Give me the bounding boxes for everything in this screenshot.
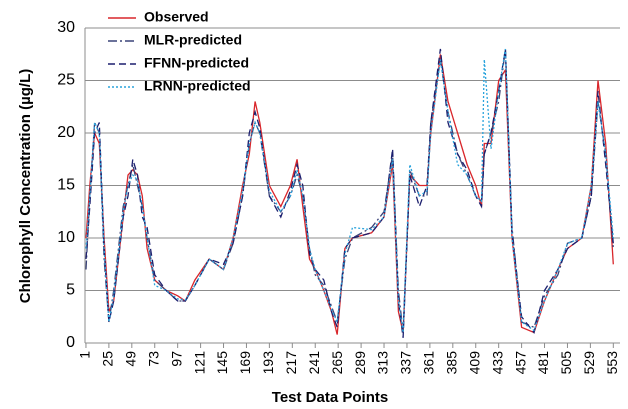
series-line: [85, 54, 614, 335]
x-axis-title: Test Data Points: [272, 389, 388, 406]
y-axis-title: Chlorophyll Concentration (µg/L): [17, 69, 34, 303]
series-line: [85, 48, 614, 333]
x-tick-label: 169: [237, 351, 253, 375]
x-tick-label: 121: [191, 351, 207, 375]
y-tick-label: 30: [57, 19, 75, 36]
x-tick-label: 265: [329, 351, 345, 375]
x-tick-label: 505: [558, 351, 574, 375]
y-tick-label: 20: [57, 124, 75, 141]
x-tick-label: 529: [581, 351, 597, 375]
x-tick-label: 145: [214, 351, 230, 375]
y-tick-label: 25: [57, 72, 75, 89]
x-tick-label: 241: [306, 351, 322, 375]
legend-label: LRNN-predicted: [144, 78, 251, 94]
y-tick-label: 15: [57, 177, 75, 194]
x-tick-label: 217: [283, 351, 299, 375]
x-tick-label: 97: [168, 351, 184, 367]
x-tick-label: 289: [352, 351, 368, 375]
legend-label: Observed: [144, 9, 209, 25]
y-tick-label: 0: [66, 334, 75, 351]
x-tick-label: 337: [398, 351, 414, 375]
y-tick-label: 10: [57, 229, 75, 246]
x-tick-label: 409: [466, 351, 482, 375]
y-tick-label: 5: [66, 282, 75, 299]
x-tick-label: 433: [489, 351, 505, 375]
x-tick-label: 313: [375, 351, 391, 375]
legend-label: MLR-predicted: [144, 32, 242, 48]
x-tick-label: 457: [512, 351, 528, 375]
x-tick-label: 73: [145, 351, 161, 367]
series-line: [85, 48, 614, 333]
series-line: [85, 48, 614, 338]
x-tick-label: 25: [100, 351, 116, 367]
x-tick-label: 385: [444, 351, 460, 375]
x-tick-label: 361: [421, 351, 437, 375]
x-tick-label: 193: [260, 351, 276, 375]
x-tick-label: 553: [604, 351, 620, 375]
x-tick-label: 1: [77, 351, 93, 359]
legend-label: FFNN-predicted: [144, 55, 249, 71]
x-tick-label: 49: [123, 351, 139, 367]
x-tick-label: 481: [535, 351, 551, 375]
